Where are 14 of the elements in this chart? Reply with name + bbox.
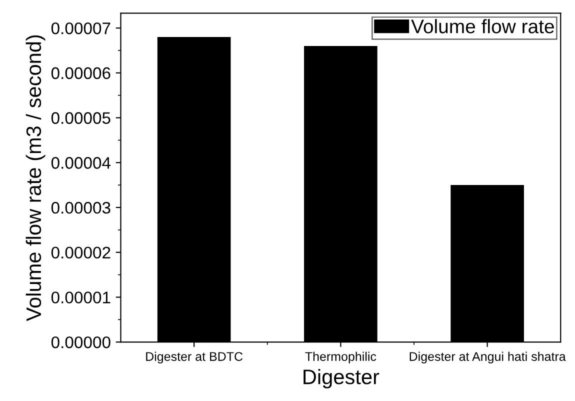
y-tick-label: 0.00003 [51, 202, 110, 214]
x-tick-label: Thermophilic [305, 352, 376, 364]
x-tick-label: Digester at BDTC [146, 352, 243, 364]
x-tick-label: Digester at Angui hati shatra [410, 352, 566, 364]
y-tick-label: 0.00001 [51, 292, 110, 304]
y-tick-label: 0.00006 [51, 67, 110, 80]
x-axis-title: Digester [304, 368, 380, 388]
y-tick-label: 0.00005 [51, 112, 110, 124]
y-axis-title: Volume flow rate (m3 / second) [26, 35, 46, 322]
y-tick-label: 0.00004 [51, 157, 111, 169]
legend-label: Volume flow rate [411, 19, 554, 34]
y-tick-label: 0.00002 [51, 246, 110, 259]
y-tick-label: 0.00000 [51, 336, 110, 348]
y-tick-label: 0.00007 [51, 22, 110, 34]
